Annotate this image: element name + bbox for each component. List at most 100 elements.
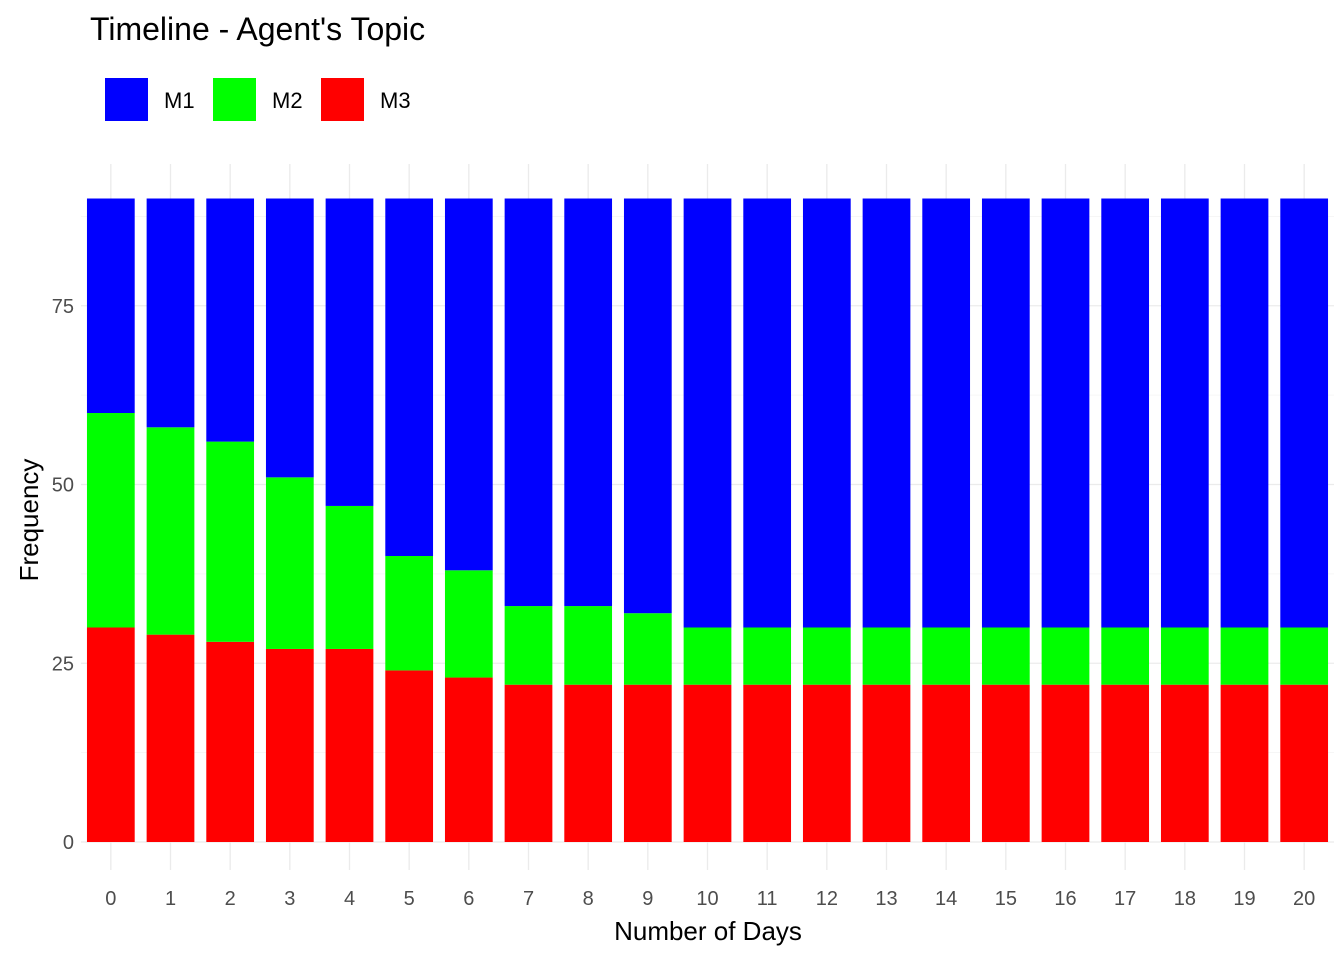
bar-m2-day-16 [1041, 627, 1090, 685]
x-tick-label: 5 [404, 888, 415, 910]
bar-m1-day-11 [743, 198, 792, 628]
bar-m2-day-13 [862, 627, 911, 685]
bar-m2-day-17 [1101, 627, 1150, 685]
x-tick-label: 4 [344, 888, 355, 910]
bar-m3-day-13 [862, 684, 911, 842]
bar-m2-day-10 [683, 627, 732, 685]
y-tick-label: 75 [52, 296, 74, 318]
bar-m3-day-4 [325, 648, 374, 842]
bar-m1-day-3 [265, 198, 314, 478]
legend-key-m3 [321, 78, 364, 121]
x-axis-title: Number of Days [614, 916, 802, 946]
bar-m3-day-12 [802, 684, 851, 842]
x-tick-label: 14 [935, 888, 957, 910]
bar-m1-day-10 [683, 198, 732, 628]
legend-label-m3: M3 [380, 88, 411, 113]
bar-m1-day-5 [385, 198, 434, 556]
bar-m3-day-8 [564, 684, 613, 842]
x-tick-label: 7 [523, 888, 534, 910]
bar-m1-day-18 [1160, 198, 1209, 628]
bar-m1-day-14 [922, 198, 971, 628]
y-axis-title: Frequency [14, 459, 44, 582]
x-tick-label: 1 [165, 888, 176, 910]
x-tick-label: 0 [105, 888, 116, 910]
bar-m3-day-14 [922, 684, 971, 842]
bar-m3-day-11 [743, 684, 792, 842]
bar-m1-day-9 [623, 198, 672, 614]
bar-m2-day-3 [265, 477, 314, 649]
legend-key-m1 [105, 78, 148, 121]
legend: M1 M2 M3 [105, 78, 411, 121]
y-tick-label: 50 [52, 475, 74, 497]
bar-m2-day-1 [146, 427, 195, 635]
bar-m3-day-15 [981, 684, 1030, 842]
bar-m1-day-0 [86, 198, 135, 413]
bar-m3-day-20 [1280, 684, 1329, 842]
bar-m2-day-11 [743, 627, 792, 685]
chart-title: Timeline - Agent's Topic [90, 11, 425, 47]
bar-m2-day-6 [444, 570, 493, 678]
bar-m2-day-0 [86, 413, 135, 628]
legend-label-m1: M1 [164, 88, 195, 113]
x-tick-label: 2 [225, 888, 236, 910]
bar-m1-day-6 [444, 198, 493, 571]
bar-m3-day-6 [444, 677, 493, 842]
x-tick-label: 20 [1293, 888, 1315, 910]
bar-m2-day-12 [802, 627, 851, 685]
bar-m3-day-3 [265, 648, 314, 842]
bar-m1-day-19 [1220, 198, 1269, 628]
bar-m3-day-0 [86, 627, 135, 842]
bar-m3-day-18 [1160, 684, 1209, 842]
bar-m1-day-8 [564, 198, 613, 607]
bar-m1-day-1 [146, 198, 195, 428]
bar-m1-day-16 [1041, 198, 1090, 628]
bar-m1-day-2 [206, 198, 255, 442]
bar-m3-day-19 [1220, 684, 1269, 842]
y-tick-label: 0 [63, 832, 74, 854]
bar-m1-day-12 [802, 198, 851, 628]
bar-m3-day-16 [1041, 684, 1090, 842]
legend-key-m2 [213, 78, 256, 121]
x-tick-label: 17 [1114, 888, 1136, 910]
bar-m2-day-8 [564, 606, 613, 685]
bar-m1-day-4 [325, 198, 374, 506]
bar-m1-day-15 [981, 198, 1030, 628]
bar-m2-day-19 [1220, 627, 1269, 685]
bar-m1-day-17 [1101, 198, 1150, 628]
x-tick-label: 15 [995, 888, 1017, 910]
x-tick-label: 6 [463, 888, 474, 910]
legend-label-m2: M2 [272, 88, 303, 113]
x-tick-label: 11 [757, 888, 778, 910]
bar-m1-day-7 [504, 198, 553, 607]
x-axis-ticks: 0 1 2 3 4 5 6 7 8 9 10 11 12 13 14 15 16 17 18 19 20 [105, 888, 1315, 910]
bar-m2-day-9 [623, 613, 672, 685]
bar-m2-day-14 [922, 627, 971, 685]
bar-m2-day-15 [981, 627, 1030, 685]
x-tick-label: 3 [284, 888, 295, 910]
x-tick-label: 18 [1174, 888, 1196, 910]
bar-m1-day-13 [862, 198, 911, 628]
bar-m1-day-20 [1280, 198, 1329, 628]
bar-m2-day-7 [504, 606, 553, 685]
y-axis-ticks: 0 25 50 75 [52, 296, 74, 854]
y-tick-label: 25 [52, 653, 74, 675]
bars [86, 198, 1329, 842]
x-tick-label: 19 [1233, 888, 1255, 910]
bar-m3-day-9 [623, 684, 672, 842]
x-tick-label: 8 [583, 888, 594, 910]
bar-m3-day-1 [146, 634, 195, 842]
bar-m2-day-2 [206, 441, 255, 642]
bar-m3-day-17 [1101, 684, 1150, 842]
bar-m3-day-2 [206, 641, 255, 842]
bar-m3-day-7 [504, 684, 553, 842]
x-tick-label: 10 [696, 888, 718, 910]
x-tick-label: 16 [1054, 888, 1076, 910]
x-tick-label: 12 [816, 888, 838, 910]
bar-m3-day-10 [683, 684, 732, 842]
bar-m2-day-20 [1280, 627, 1329, 685]
x-tick-label: 13 [875, 888, 897, 910]
bar-m2-day-18 [1160, 627, 1209, 685]
bar-m3-day-5 [385, 670, 434, 842]
x-tick-label: 9 [642, 888, 653, 910]
